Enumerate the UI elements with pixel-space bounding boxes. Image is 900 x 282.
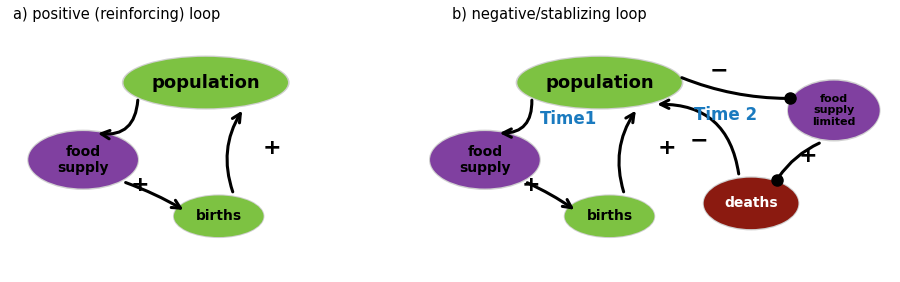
Text: births: births <box>587 209 633 223</box>
Text: a) positive (reinforcing) loop: a) positive (reinforcing) loop <box>14 7 220 22</box>
Text: −: − <box>689 131 708 151</box>
Text: +: + <box>263 138 281 158</box>
Text: Time1: Time1 <box>540 110 597 128</box>
Ellipse shape <box>28 131 138 189</box>
Text: births: births <box>195 209 242 223</box>
Text: population: population <box>545 74 653 92</box>
Ellipse shape <box>788 81 879 140</box>
Text: food
supply
limited: food supply limited <box>812 94 856 127</box>
Text: population: population <box>151 74 260 92</box>
Ellipse shape <box>564 195 654 237</box>
Ellipse shape <box>122 56 290 110</box>
Text: food
supply: food supply <box>459 145 510 175</box>
Ellipse shape <box>27 130 140 190</box>
Ellipse shape <box>174 195 264 237</box>
Text: b) negative/stablizing loop: b) negative/stablizing loop <box>452 7 646 22</box>
Ellipse shape <box>704 178 798 229</box>
Ellipse shape <box>518 57 682 108</box>
Text: food
supply: food supply <box>58 145 109 175</box>
Text: +: + <box>131 175 149 195</box>
Text: +: + <box>799 146 817 166</box>
Ellipse shape <box>123 57 288 108</box>
Ellipse shape <box>173 194 265 238</box>
Ellipse shape <box>430 131 540 189</box>
Text: −: − <box>709 61 728 81</box>
Text: +: + <box>522 175 540 195</box>
Ellipse shape <box>516 56 683 110</box>
Ellipse shape <box>787 79 880 142</box>
Ellipse shape <box>703 176 799 230</box>
Text: deaths: deaths <box>724 196 778 210</box>
Ellipse shape <box>563 194 655 238</box>
Ellipse shape <box>429 130 541 190</box>
Text: +: + <box>657 138 676 158</box>
Text: Time 2: Time 2 <box>694 106 758 124</box>
